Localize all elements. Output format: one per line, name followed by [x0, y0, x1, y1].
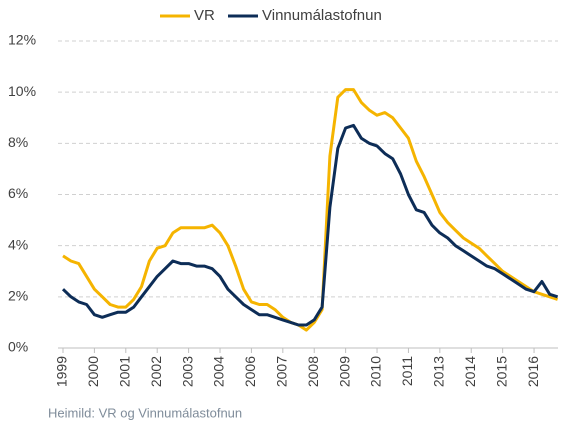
y-tick-label: 0%	[8, 339, 28, 355]
legend-label: Vinnumálastofnun	[262, 7, 382, 24]
x-tick-label: 1999	[54, 356, 70, 387]
x-tick-label: 2008	[305, 356, 321, 387]
x-tick-label: 2007	[274, 356, 290, 387]
y-tick-label: 10%	[8, 83, 36, 99]
y-tick-label: 12%	[8, 32, 36, 48]
x-tick-label: 2001	[117, 356, 133, 387]
x-tick-label: 2011	[399, 356, 415, 386]
x-tick-label: 2015	[493, 356, 509, 387]
x-tick-label: 2000	[85, 356, 101, 387]
y-tick-label: 2%	[8, 288, 28, 304]
x-tick-label: 2006	[242, 356, 258, 387]
x-tick-label: 2010	[368, 356, 384, 387]
x-tick-label: 2013	[431, 356, 447, 387]
x-tick-label: 2002	[148, 356, 164, 387]
x-tick-label: 2009	[336, 356, 352, 387]
source-note: Heimild: VR og Vinnumálastofnun	[48, 405, 242, 420]
x-tick-label: 2003	[179, 356, 195, 387]
series-line	[62, 88, 559, 332]
x-tick-label: 2016	[525, 356, 541, 387]
x-tick-label: 2004	[211, 356, 227, 387]
legend-label: VR	[194, 7, 215, 24]
series-line	[61, 123, 559, 327]
x-tick-label: 2014	[462, 356, 478, 387]
y-tick-label: 8%	[8, 134, 28, 150]
y-tick-label: 6%	[8, 185, 28, 201]
y-tick-label: 4%	[8, 236, 28, 252]
